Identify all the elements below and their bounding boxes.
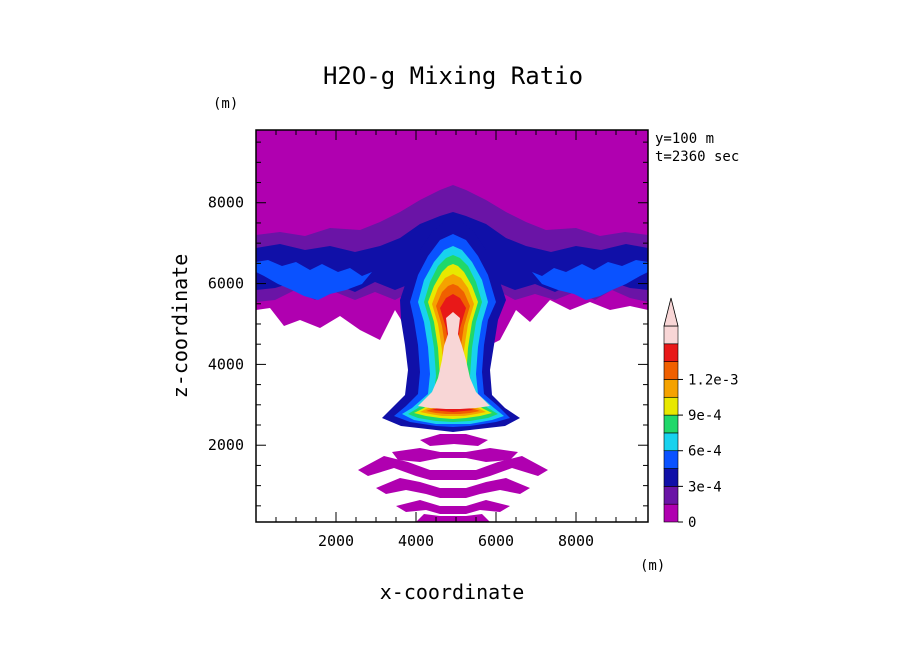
- colorbar: 0 3e-4 6e-4 9e-4 1.2e-3: [663, 297, 739, 531]
- annotation-line-0: y=100 m: [655, 131, 714, 147]
- y-tick-label: 4000: [208, 355, 244, 373]
- x-tick-label: 4000: [398, 532, 434, 550]
- y-unit-label: (m): [213, 96, 238, 112]
- colorbar-label: 1.2e-3: [688, 372, 739, 388]
- colorbar-segment: [663, 396, 679, 416]
- colorbar-segment: [663, 503, 679, 523]
- colorbar-segment: [663, 361, 679, 380]
- x-tick-label: 6000: [478, 532, 514, 550]
- x-unit-label: (m): [640, 558, 665, 574]
- colorbar-segment: [663, 450, 679, 469]
- contour-fill-lower-band-2: [392, 448, 518, 462]
- colorbar-label: 0: [688, 515, 696, 531]
- y-tick-label: 6000: [208, 275, 244, 293]
- contour-fill-lower-band-6: [416, 514, 490, 522]
- plot-area: 2000 4000 6000 8000 2000 4000 6000 8000: [208, 129, 649, 550]
- x-axis-ticks: 2000 4000 6000 8000: [275, 130, 637, 550]
- y-tick-label: 8000: [208, 194, 244, 212]
- colorbar-label: 6e-4: [688, 444, 722, 460]
- chart-title: H2O-g Mixing Ratio: [323, 62, 583, 90]
- x-tick-label: 2000: [318, 532, 354, 550]
- y-axis-ticks: 2000 4000 6000 8000: [208, 141, 648, 507]
- y-tick-label: 2000: [208, 436, 244, 454]
- contour-fill-lower-band-4: [376, 478, 530, 498]
- x-axis-title: x-coordinate: [380, 580, 525, 604]
- colorbar-segment: [663, 379, 679, 398]
- x-tick-label: 8000: [558, 532, 594, 550]
- contour-fill-plume-core: [418, 312, 490, 409]
- plot-frame: [255, 129, 649, 523]
- colorbar-segment: [663, 325, 679, 345]
- colorbar-segment: [663, 468, 679, 487]
- colorbar-segment: [663, 343, 679, 362]
- colorbar-label: 9e-4: [688, 408, 722, 424]
- y-axis-title: z-coordinate: [168, 254, 192, 399]
- contour-fill-upper-layer-blue: [256, 260, 648, 300]
- colorbar-extend-arrow: [663, 297, 679, 327]
- contour-fill-lower-band-3: [358, 456, 548, 480]
- colorbar-label: 3e-4: [688, 479, 722, 495]
- contour-fill-lower-band-1: [420, 434, 488, 446]
- annotation-line-1: t=2360 sec: [655, 149, 739, 165]
- contour-fill-lower-band-5: [396, 500, 510, 514]
- colorbar-segment: [663, 414, 679, 434]
- colorbar-segment: [663, 432, 679, 452]
- colorbar-segment: [663, 486, 679, 505]
